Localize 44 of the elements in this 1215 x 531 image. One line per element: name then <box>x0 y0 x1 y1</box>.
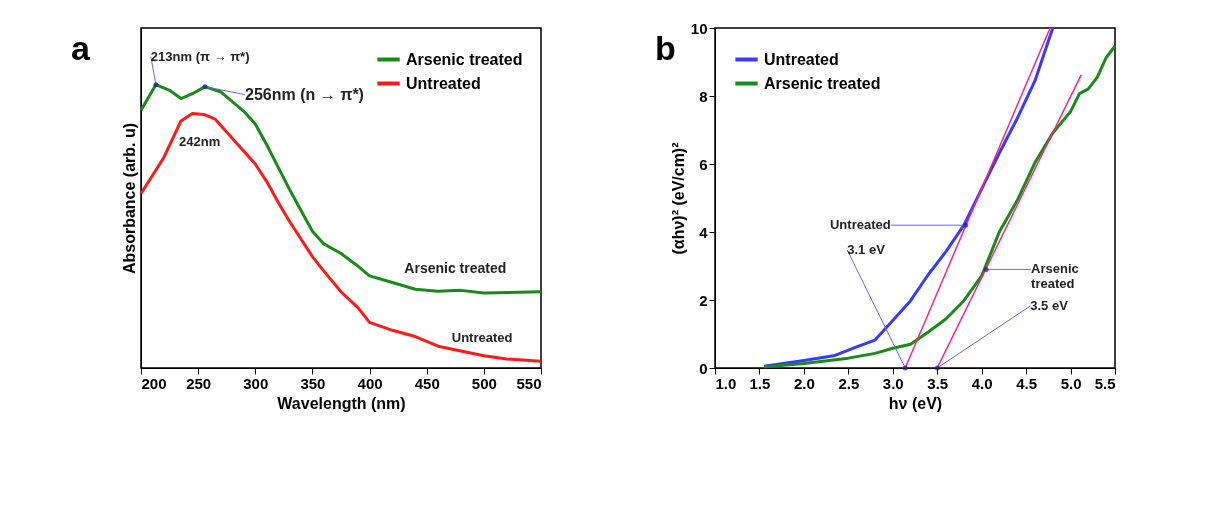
annotation: Arsenic treated <box>1031 261 1079 292</box>
x-tick-label: 400 <box>357 374 383 392</box>
y-axis-title: Absorbance (arb. u) <box>120 122 138 275</box>
x-tick-label: 2.5 <box>838 374 860 392</box>
x-tick-label: 5.0 <box>1060 374 1082 392</box>
annotation: 256nm (n → π*) <box>245 85 364 103</box>
annotation: 3.5 eV <box>1030 298 1069 313</box>
legend-label: Arsenic treated <box>764 74 881 92</box>
x-axis-title: Wavelength (nm) <box>277 394 406 412</box>
y-tick-label: 2 <box>699 291 708 309</box>
legend-label: Untreated <box>406 74 481 92</box>
line-series <box>762 44 1117 369</box>
x-tick-label: 1.5 <box>749 374 771 392</box>
x-tick-label: 250 <box>186 374 212 392</box>
y-tick-label: 10 <box>690 19 708 37</box>
y-tick-label: 0 <box>699 359 708 377</box>
y-axis-title: (αhν)² (eV/cm)² <box>669 142 687 255</box>
y-tick-label: 4 <box>699 223 709 241</box>
x-tick-label: 4.5 <box>1016 374 1038 392</box>
text: a <box>71 29 91 67</box>
x-tick-label: 550 <box>516 374 542 392</box>
legend-label: Arsenic treated <box>406 50 523 68</box>
x-tick-label: 3.5 <box>927 374 949 392</box>
x-tick-label: 300 <box>243 374 269 392</box>
x-tick-label: 450 <box>414 374 440 392</box>
x-tick-label: 2.0 <box>793 374 815 392</box>
x-axis-title: hν (eV) <box>888 394 943 412</box>
annotation: Arsenic treated <box>404 259 507 276</box>
x-tick-label: 1.0 <box>715 374 737 392</box>
annotation: 3.1 eV <box>847 242 886 257</box>
annotation: 213nm (π → π*) <box>150 48 250 64</box>
annotation: Untreated <box>451 330 513 346</box>
x-tick-label: 200 <box>141 374 167 392</box>
x-tick-label: 4.0 <box>971 374 993 392</box>
y-tick-label: 6 <box>699 155 708 173</box>
legend-label: Untreated <box>764 50 839 68</box>
y-tick-label: 8 <box>699 87 708 105</box>
x-tick-label: 3.0 <box>882 374 904 392</box>
x-tick-label: 5.5 <box>1094 374 1116 392</box>
annotation: Untreated <box>829 217 891 233</box>
text: b <box>655 29 676 67</box>
x-tick-label: 500 <box>471 374 497 392</box>
x-tick-label: 350 <box>300 374 326 392</box>
annotation: 242nm <box>179 133 221 149</box>
